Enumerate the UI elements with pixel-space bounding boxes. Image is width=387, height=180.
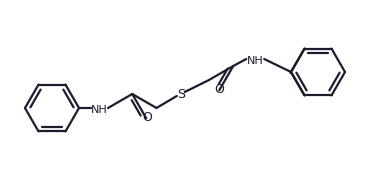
Text: NH: NH: [91, 105, 107, 114]
Text: O: O: [214, 83, 224, 96]
Text: O: O: [142, 111, 152, 124]
Text: NH: NH: [247, 55, 264, 66]
Text: S: S: [177, 87, 185, 100]
